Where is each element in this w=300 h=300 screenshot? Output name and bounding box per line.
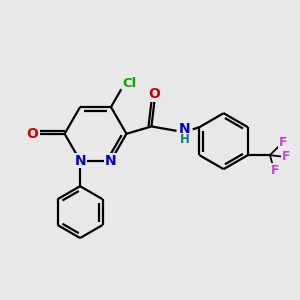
- Text: F: F: [282, 150, 290, 163]
- Text: O: O: [148, 87, 160, 101]
- Text: Cl: Cl: [122, 77, 137, 90]
- Text: N: N: [105, 154, 117, 168]
- Text: F: F: [271, 164, 280, 177]
- Text: N: N: [179, 122, 190, 136]
- Text: O: O: [26, 127, 38, 141]
- Text: N: N: [74, 154, 86, 168]
- Text: H: H: [180, 133, 190, 146]
- Text: F: F: [279, 136, 287, 149]
